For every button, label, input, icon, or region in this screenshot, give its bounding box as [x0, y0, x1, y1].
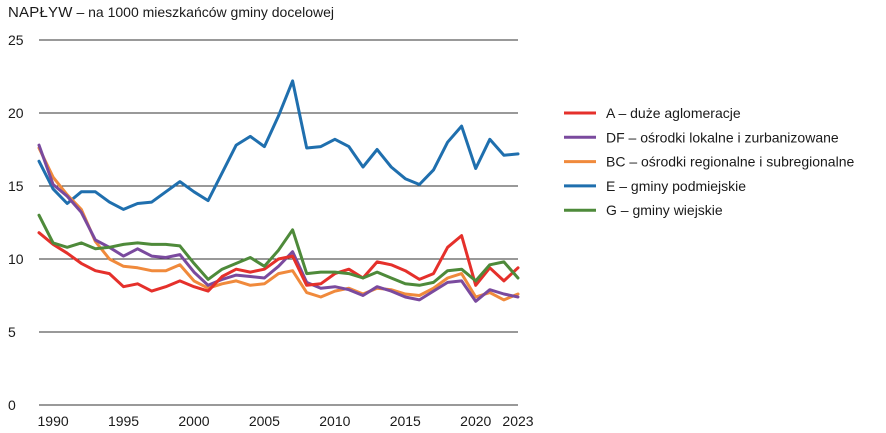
series-line-4	[37, 213, 520, 287]
legend-label: BC – ośrodki regionalne i subregionalne	[606, 154, 854, 170]
x-tick-label: 2020	[460, 413, 491, 429]
x-tick-label: 2023	[502, 413, 533, 429]
chart-title-main: NAPŁYW	[8, 4, 73, 21]
legend-label: DF – ośrodki lokalne i zurbanizowane	[606, 129, 839, 145]
y-tick-label: 0	[8, 397, 16, 413]
y-tick-label: 5	[8, 324, 16, 340]
x-tick-label: 1995	[108, 413, 139, 429]
x-tick-label: 2015	[390, 413, 421, 429]
chart-title-sub: – na 1000 mieszkańców gminy docelowej	[72, 4, 335, 20]
gridlines	[39, 39, 518, 406]
chart-title: NAPŁYW – na 1000 mieszkańców gminy docel…	[8, 4, 334, 21]
x-tick-label: 2000	[178, 413, 209, 429]
series-line-2	[37, 146, 520, 302]
x-tick-label: 2010	[319, 413, 350, 429]
legend: A – duże aglomeracje DF – ośrodki lokalne…	[564, 105, 854, 218]
y-tick-label: 15	[8, 178, 24, 194]
series-lines	[37, 79, 520, 303]
series-line-3	[37, 79, 520, 211]
series-line-1	[37, 143, 520, 303]
y-tick-label: 10	[8, 251, 24, 267]
y-tick-label: 25	[8, 32, 24, 48]
y-axis-tick-labels: 0 5 10 15 20 25	[8, 32, 24, 413]
x-tick-label: 1990	[38, 413, 69, 429]
legend-label: G – gminy wiejskie	[606, 202, 723, 218]
legend-label: E – gminy podmiejskie	[606, 178, 746, 194]
x-tick-label: 2005	[249, 413, 280, 429]
y-tick-label: 20	[8, 105, 24, 121]
series-line-0	[37, 231, 520, 293]
legend-label: A – duże aglomeracje	[606, 105, 741, 121]
x-axis-tick-labels: 1990 1995 2000 2005 2010 2015 2020 2023	[38, 413, 534, 429]
